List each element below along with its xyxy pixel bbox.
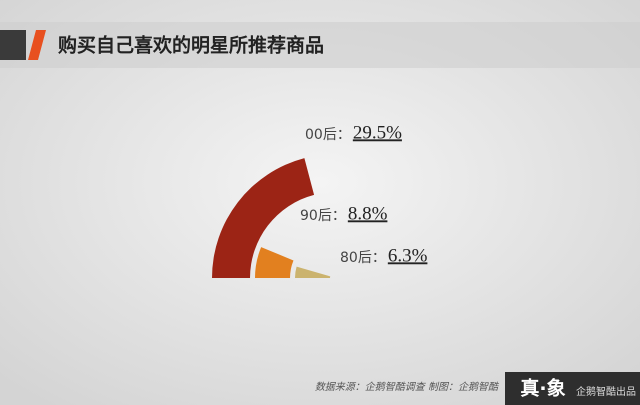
title-accent (28, 30, 46, 60)
category-label: 90后： (300, 208, 346, 224)
chart-title: 购买自己喜欢的明星所推荐商品 (58, 34, 324, 57)
category-label: 80后： (340, 250, 386, 266)
title-bar (0, 30, 26, 60)
logo: 真·象 (520, 377, 565, 400)
source: 数据来源：企鹅智酷调查 制图：企鹅智酷 (315, 381, 500, 393)
value-label: 29.5% (353, 122, 402, 143)
logo-box (505, 372, 640, 405)
bar (255, 247, 294, 278)
logo-caption: 企鹅智酷出品 (576, 385, 636, 398)
value-label: 8.8% (348, 203, 388, 224)
category-label: 00后： (305, 127, 351, 143)
bar (295, 266, 331, 278)
title-band (0, 22, 640, 68)
plot: 00后： 29.5% 90后： 8.8% 80后： 6.3% (212, 122, 428, 278)
bar (212, 158, 315, 278)
value-label: 6.3% (388, 245, 428, 266)
